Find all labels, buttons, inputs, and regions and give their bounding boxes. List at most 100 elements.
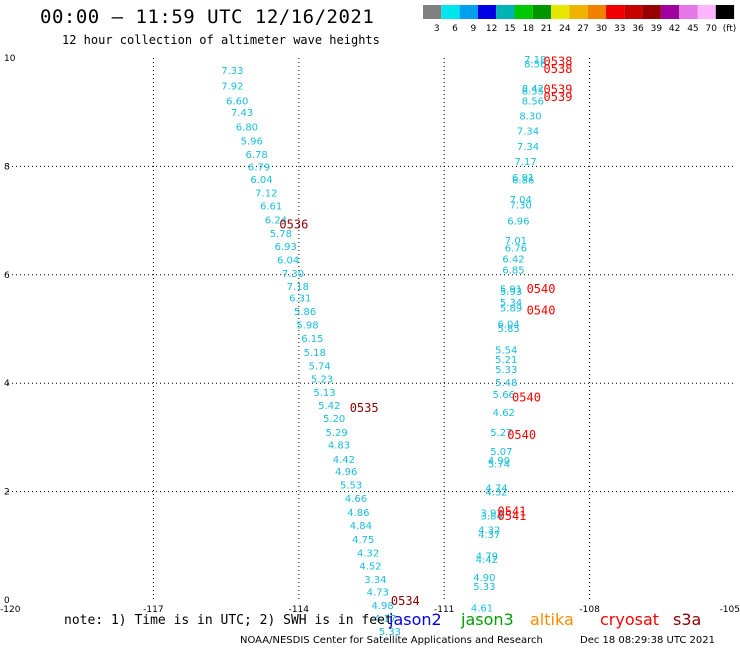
swh-point: 4.75 [352,535,374,546]
swh-point: 5.86 [294,307,316,318]
colorbar-swatch [477,5,497,19]
colorbar-swatch [715,5,735,19]
colorbar-label: 30 [596,24,608,34]
swh-point: 7.12 [255,188,277,199]
y-axis-ticks: 0 2 4 6 8 10 [4,54,16,606]
colorbar-label: 9 [470,24,476,34]
swh-point: 4.32 [357,548,379,559]
colorbar-swatch [642,5,661,19]
swh-point: 7.43 [231,108,253,119]
colorbar-label: 12 [486,24,497,34]
swh-point: 4.66 [345,494,367,505]
colorbar-label: 36 [632,24,644,34]
x-tick-label: -120 [0,605,21,615]
swh-point: 7.04 [510,195,532,206]
colorbar-swatch [551,5,570,19]
swh-point: 5.74 [488,459,510,470]
swh-point: 4.90 [473,573,495,584]
y-tick-label: 10 [4,54,16,64]
swh-point: 7.30 [282,269,304,280]
swh-point: 6.93 [275,242,297,253]
swh-point: 5.89 [500,303,522,314]
swh-point: 4.98 [372,601,394,612]
swh-point: 7.33 [221,66,243,77]
swh-point: 5.66 [493,390,515,401]
colorbar-swatch [606,5,625,19]
swh-point: 5.34 [500,298,522,309]
swh-point: 4.32 [485,488,507,499]
swh-point: 4.74 [485,483,507,494]
colorbar-label: 21 [541,24,552,34]
time-label: 0540 [527,304,556,318]
swh-point: 6.04 [250,175,272,186]
swh-point: 7.01 [505,236,527,247]
swh-point: 5.20 [323,414,345,425]
swh-point: 3.84 [481,511,503,522]
x-tick-label: -105 [720,605,740,615]
time-label: 0539 [544,82,573,96]
colorbar-swatch [587,5,606,19]
swh-point: 7.18 [287,282,309,293]
swh-point: 4.84 [350,521,372,532]
colorbar-label: 27 [577,24,588,34]
swh-point: 5.78 [270,229,292,240]
swh-point: 7.34 [517,127,539,138]
swh-point: 5.23 [311,374,333,385]
colorbar-label: 6 [452,24,458,34]
swh-point: 5.33 [379,627,401,638]
colorbar-swatch [679,5,698,19]
swh-point: 7.34 [517,142,539,153]
colorbar-label: 15 [504,24,515,34]
colorbar-swatch [660,5,680,19]
data-points: 7.33 7.92 6.607.43 6.80 5.96 6.786.79 6.04 7.12… [221,55,546,638]
swh-point: 5.21 [495,355,517,366]
swh-point: 6.04 [498,320,520,331]
time-label: 0539 [544,90,573,104]
swh-point: 6.24 [265,216,287,227]
time-label: 0538 [544,62,573,76]
swh-point: 8.30 [519,111,541,122]
time-label: 0540 [512,390,541,404]
swh-point: 7.30 [510,200,532,211]
y-tick-label: 0 [4,596,10,606]
swh-point: 8.55 [522,87,544,98]
colorbar-label: (ft) [723,24,737,34]
time-label: 0541 [498,505,527,519]
swh-point: 5.33 [495,365,517,376]
colorbar-label: 3 [434,24,440,34]
swh-point: 6.78 [245,150,267,161]
swh-point: 4.62 [493,408,515,419]
swh-point: 8.56 [524,59,546,70]
colorbar-swatch [624,5,643,19]
colorbar-swatch [441,5,460,19]
swh-point: 4.79 [476,552,498,563]
swh-point: 4.90 [488,456,510,467]
swh-point: 5.48 [495,378,517,389]
colorbar-label: 33 [614,24,625,34]
swh-point: 7.18 [524,55,546,66]
swh-point: 5.85 [498,324,520,335]
swh-point: 4.42 [476,555,498,566]
swh-point: 8.56 [522,96,544,107]
swh-point: 6.96 [507,217,529,228]
swh-point: 4.96 [335,467,357,478]
colorbar-swatch [569,5,588,19]
colorbar-swatch [514,5,533,19]
swh-point: 5.96 [241,136,263,147]
swh-point: 5.13 [313,388,335,399]
y-tick-label: 6 [4,271,10,281]
chart-subtitle: 12 hour collection of altimeter wave hei… [62,33,380,47]
swh-point: 5.29 [325,428,347,439]
swh-point: 6.76 [505,244,527,255]
swh-point: 5.74 [308,361,330,372]
colorbar-label: 70 [705,24,717,34]
swh-point: 5.91 [500,284,522,295]
swh-point: 6.42 [502,255,524,266]
swh-point: 7.92 [221,82,243,93]
time-label: 0534 [391,594,420,608]
legend-jason3: jason3 [461,610,514,629]
swh-point: 4.86 [347,508,369,519]
colorbar-swatch [532,5,552,19]
